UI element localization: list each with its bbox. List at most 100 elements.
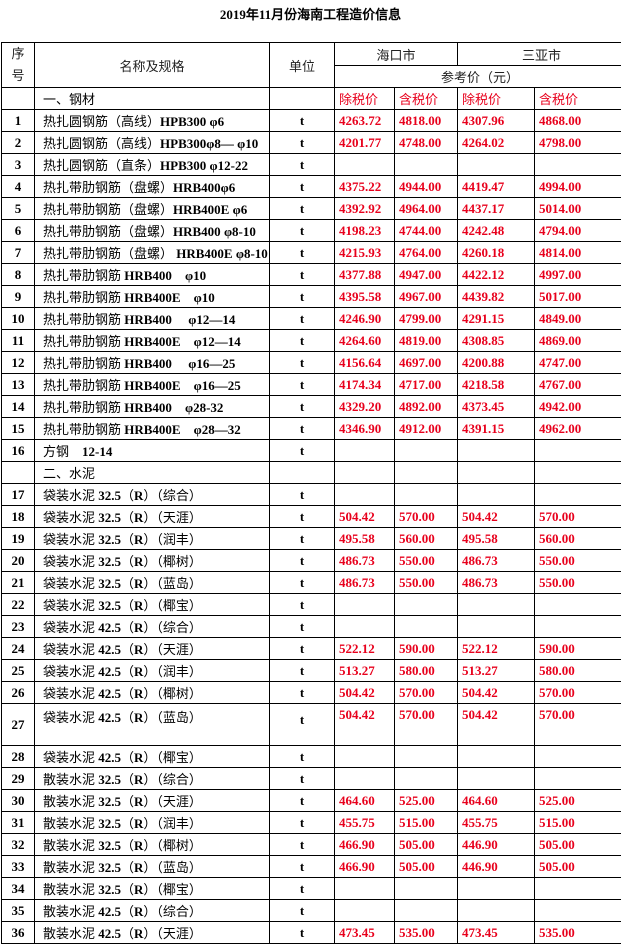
haikou-inc-tax-price xyxy=(393,877,459,900)
item-name: 散装水泥 32.5（R）（椰宝） xyxy=(34,877,270,900)
table-row: 6 热扎带肋钢筋（盘螺）HRB400 φ8-10 t 4198.23 4744.00 42… xyxy=(1,219,621,242)
table-row: 17 袋装水泥 32.5（R）（综合） t xyxy=(1,483,621,506)
empty-cell xyxy=(393,461,459,484)
row-number: 8 xyxy=(1,263,35,286)
row-number: 33 xyxy=(1,855,35,878)
sanya-ex-tax-price: 4291.15 xyxy=(457,307,536,330)
haikou-ex-tax-price: 4392.92 xyxy=(334,197,395,220)
haikou-ex-tax-price xyxy=(334,767,395,790)
sanya-inc-tax-price: 5014.00 xyxy=(534,197,621,220)
sanya-inc-tax-price: 4814.00 xyxy=(534,241,621,264)
haikou-ex-tax-price: 4201.77 xyxy=(334,131,395,154)
sanya-ex-tax-price: 4218.58 xyxy=(457,373,536,396)
section-label: 二、水泥 xyxy=(34,461,270,484)
haikou-inc-tax-price: 580.00 xyxy=(393,659,459,682)
item-name: 热扎带肋钢筋（盘螺）HRB400E φ6 xyxy=(34,197,270,220)
row-number: 28 xyxy=(1,745,35,768)
item-name: 袋装水泥 42.5（R）（天涯） xyxy=(34,637,270,660)
table-row: 3 热扎圆钢筋（直条）HPB300 φ12-22 t xyxy=(1,153,621,176)
row-number: 22 xyxy=(1,593,35,616)
sanya-inc-tax-price: 580.00 xyxy=(534,659,621,682)
table-row: 28 袋装水泥 42.5（R）（椰宝） t xyxy=(1,745,621,768)
table-row: 19 袋装水泥 32.5（R）（润丰） t 495.58 560.00 495.58 560… xyxy=(1,527,621,550)
haikou-ex-tax-price: 504.42 xyxy=(334,505,395,528)
haikou-inc-tax-price xyxy=(393,153,459,176)
row-number: 26 xyxy=(1,681,35,704)
sanya-inc-tax-price: 4767.00 xyxy=(534,373,621,396)
sanya-inc-tax-price: 4997.00 xyxy=(534,263,621,286)
haikou-inc-tax-price: 4697.00 xyxy=(393,351,459,374)
haikou-inc-tax-price xyxy=(393,615,459,638)
item-unit: t xyxy=(269,109,335,132)
haikou-ex-tax-price: 4395.58 xyxy=(334,285,395,308)
haikou-inc-tax-price: 505.00 xyxy=(393,855,459,878)
header-name: 名称及规格 xyxy=(34,42,270,88)
haikou-inc-tax-price: 4748.00 xyxy=(393,131,459,154)
header-row-cities: 序号 名称及规格 单位 海口市 三亚市 xyxy=(1,42,621,88)
row-number: 35 xyxy=(1,899,35,922)
sanya-inc-tax-price: 570.00 xyxy=(534,681,621,704)
table-row: 14 热扎带肋钢筋 HRB400 φ28-32 t 4329.20 4892.00 437… xyxy=(1,395,621,418)
sanya-inc-tax-price xyxy=(534,767,621,790)
haikou-ex-tax-price: 4264.60 xyxy=(334,329,395,352)
item-name: 方钢 12-14 xyxy=(34,439,270,462)
row-number: 17 xyxy=(1,483,35,506)
item-unit: t xyxy=(269,175,335,198)
haikou-ex-tax-price: 4215.93 xyxy=(334,241,395,264)
section-seq-cell xyxy=(1,461,35,484)
item-name: 袋装水泥 32.5（R）（椰树） xyxy=(34,549,270,572)
sanya-ex-tax-price: 4391.15 xyxy=(457,417,536,440)
item-name: 热扎带肋钢筋 HRB400E φ28—32 xyxy=(34,417,270,440)
item-unit: t xyxy=(269,153,335,176)
item-name: 袋装水泥 32.5（R）（综合） xyxy=(34,483,270,506)
row-number: 20 xyxy=(1,549,35,572)
sanya-inc-tax-price: 4798.00 xyxy=(534,131,621,154)
sanya-ex-tax-price: 522.12 xyxy=(457,637,536,660)
item-name: 热扎带肋钢筋 HRB400 φ16—25 xyxy=(34,351,270,374)
section-label: 一、钢材 xyxy=(34,87,270,110)
table-row: 11 热扎带肋钢筋 HRB400E φ12—14 t 4264.60 4819.00 43… xyxy=(1,329,621,352)
haikou-inc-tax-price xyxy=(393,439,459,462)
row-number: 15 xyxy=(1,417,35,440)
item-name: 热扎圆钢筋（直条）HPB300 φ12-22 xyxy=(34,153,270,176)
haikou-ex-tax-price: 513.27 xyxy=(334,659,395,682)
table-row: 31 散装水泥 32.5（R）（润丰） t 455.75 515.00 455.75 515… xyxy=(1,811,621,834)
row-number: 11 xyxy=(1,329,35,352)
document-title: 2019年11月份海南工程造价信息 xyxy=(219,7,402,22)
haikou-inc-tax-price: 560.00 xyxy=(393,527,459,550)
haikou-inc-tax-price: 535.00 xyxy=(393,921,459,944)
item-unit: t xyxy=(269,811,335,834)
haikou-ex-tax-price: 466.90 xyxy=(334,833,395,856)
row-number: 10 xyxy=(1,307,35,330)
sanya-inc-tax-price: 525.00 xyxy=(534,789,621,812)
sanya-inc-tax-price: 4868.00 xyxy=(534,109,621,132)
sanya-inc-tax-price xyxy=(534,899,621,922)
haikou-ex-tax-price: 4246.90 xyxy=(334,307,395,330)
haikou-inc-tax-price: 590.00 xyxy=(393,637,459,660)
haikou-ex-tax-price xyxy=(334,439,395,462)
section-row: 一、钢材 除税价 含税价 除税价 含税价 xyxy=(1,87,621,110)
item-unit: t xyxy=(269,527,335,550)
sanya-ex-tax-price: 504.42 xyxy=(457,703,536,746)
haikou-inc-tax-price xyxy=(393,745,459,768)
haikou-inc-tax-price: 4964.00 xyxy=(393,197,459,220)
item-unit: t xyxy=(269,417,335,440)
item-unit: t xyxy=(269,263,335,286)
header-unit: 单位 xyxy=(269,42,335,88)
row-number: 34 xyxy=(1,877,35,900)
table-row: 33 散装水泥 32.5（R）（蓝岛） t 466.90 505.00 446.90 505… xyxy=(1,855,621,878)
item-name: 袋装水泥 42.5（R）（综合） xyxy=(34,615,270,638)
haikou-ex-tax-price xyxy=(334,899,395,922)
item-name: 袋装水泥 42.5（R）（润丰） xyxy=(34,659,270,682)
table-row: 21 袋装水泥 32.5（R）（蓝岛） t 486.73 550.00 486.73 550… xyxy=(1,571,621,594)
table-row: 9 热扎带肋钢筋 HRB400E φ10 t 4395.58 4967.00 4439.8… xyxy=(1,285,621,308)
sanya-ex-tax-price: 504.42 xyxy=(457,681,536,704)
sanya-ex-tax-price: 4260.18 xyxy=(457,241,536,264)
haikou-ex-tax-price: 466.90 xyxy=(334,855,395,878)
haikou-inc-tax-price xyxy=(393,483,459,506)
sanya-ex-tax-price: 464.60 xyxy=(457,789,536,812)
table-row: 1 热扎圆钢筋（高线）HPB300 φ6 t 4263.72 4818.00 4307.9… xyxy=(1,109,621,132)
sanya-inc-tax-price xyxy=(534,877,621,900)
sanya-ex-tax-price: 473.45 xyxy=(457,921,536,944)
sanya-ex-tax-price: 495.58 xyxy=(457,527,536,550)
